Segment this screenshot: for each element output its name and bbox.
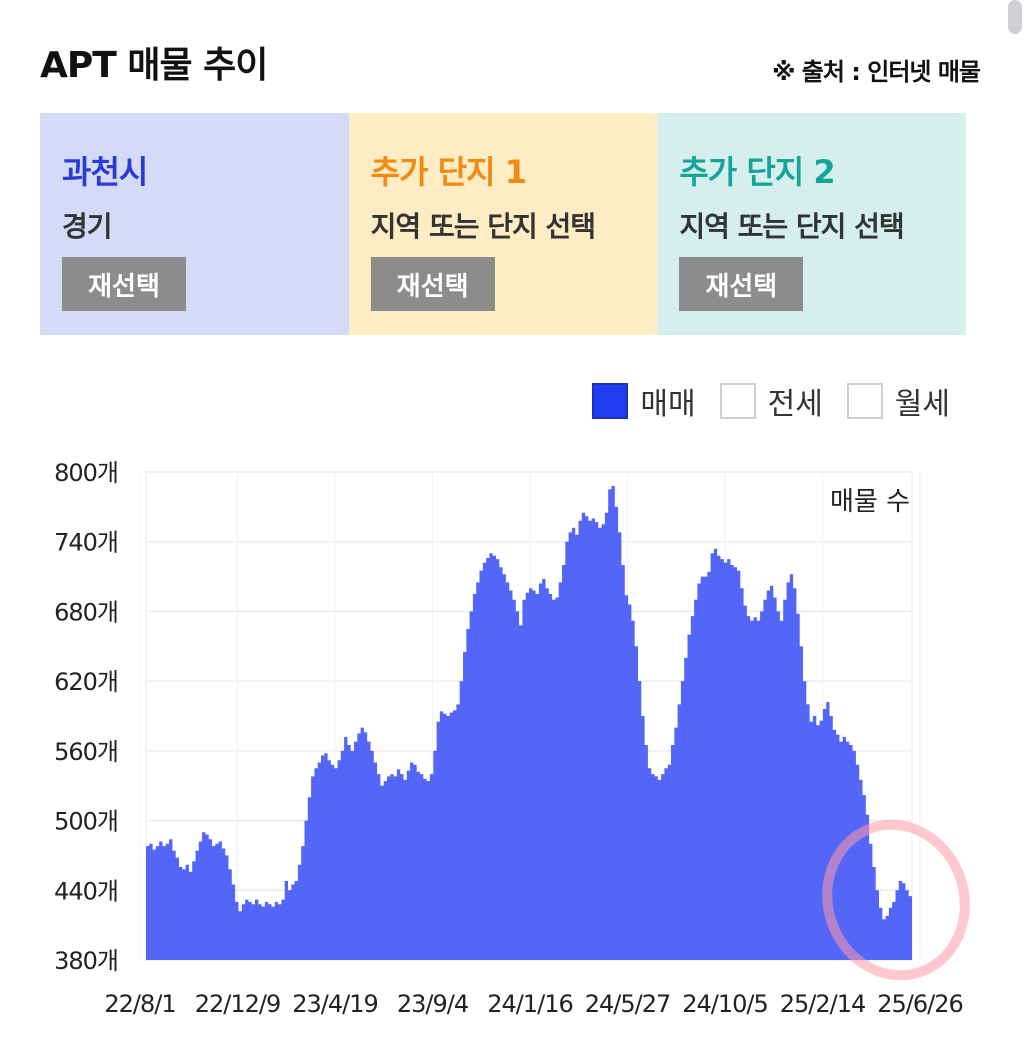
- checkbox-icon[interactable]: [719, 383, 756, 419]
- source-note: ※ 출처 : 인터넷 매물: [772, 58, 981, 86]
- y-tick-label: 560개: [54, 738, 118, 766]
- panel-subtitle[interactable]: 지역 또는 단지 선택: [370, 210, 596, 243]
- x-tick-label: 25/2/14: [780, 990, 866, 1018]
- panel-subtitle[interactable]: 지역 또는 단지 선택: [679, 210, 904, 243]
- legend-item-monthly-rent[interactable]: 월세: [846, 379, 950, 423]
- legend-label: 전세: [767, 387, 823, 422]
- y-tick-label: 500개: [54, 808, 118, 836]
- x-tick-label: 22/8/1: [104, 990, 175, 1018]
- legend-item-jeonse[interactable]: 전세: [719, 379, 823, 423]
- x-tick-label: 24/5/27: [585, 990, 671, 1018]
- x-tick-label: 25/6/26: [877, 990, 963, 1018]
- scrollbar-thumb[interactable]: [1008, 0, 1022, 34]
- y-tick-label: 440개: [54, 877, 118, 905]
- panel-title: 추가 단지 2: [679, 153, 835, 191]
- y-tick-label: 740개: [54, 529, 118, 557]
- legend-label: 월세: [894, 387, 950, 422]
- y-tick-label: 800개: [54, 459, 118, 487]
- checkbox-icon[interactable]: [846, 383, 883, 419]
- area-series-sale: [146, 485, 912, 960]
- x-tick-label: 23/4/19: [292, 990, 378, 1018]
- x-tick-label: 23/9/4: [397, 990, 468, 1018]
- x-axis-ticks: 22/8/1 22/12/9 23/4/19 23/9/4 24/1/16 24/5/27…: [104, 990, 963, 1018]
- x-tick-label: 24/10/5: [682, 990, 768, 1018]
- reselect-button[interactable]: 재선택: [62, 257, 186, 311]
- y-axis-ticks: 800개 740개 680개 620개 560개 500개 440개 380개: [54, 459, 119, 975]
- x-tick-label: 24/1/16: [487, 990, 573, 1018]
- legend-label: 매매: [640, 387, 696, 422]
- chart-legend: 매매 전세 월세: [568, 380, 950, 422]
- checkbox-icon[interactable]: [592, 383, 629, 419]
- region-selector-panels: 과천시 경기 재선택 추가 단지 1 지역 또는 단지 선택 재선택 추가 단지…: [40, 113, 967, 335]
- page-title: APT 매물 추이: [40, 45, 268, 86]
- panel-added-complex-1: 추가 단지 1 지역 또는 단지 선택 재선택: [348, 113, 658, 335]
- y-tick-label: 620개: [54, 668, 118, 696]
- panel-title: 추가 단지 1: [370, 153, 527, 191]
- y-tick-label: 680개: [54, 598, 118, 626]
- legend-item-sale[interactable]: 매매: [592, 379, 696, 423]
- reselect-button[interactable]: 재선택: [370, 257, 495, 311]
- panel-added-complex-2: 추가 단지 2 지역 또는 단지 선택 재선택: [657, 113, 967, 335]
- y-tick-label: 380개: [54, 947, 118, 975]
- reselect-button[interactable]: 재선택: [679, 257, 804, 311]
- panel-region-main: 과천시 경기 재선택: [40, 113, 349, 335]
- hand-drawn-circle-annotation: [822, 819, 970, 981]
- panel-title: 과천시: [62, 153, 148, 191]
- panel-subtitle: 경기: [62, 210, 113, 243]
- x-tick-label: 22/12/9: [195, 990, 281, 1018]
- y-axis-label: 매물 수: [830, 487, 910, 517]
